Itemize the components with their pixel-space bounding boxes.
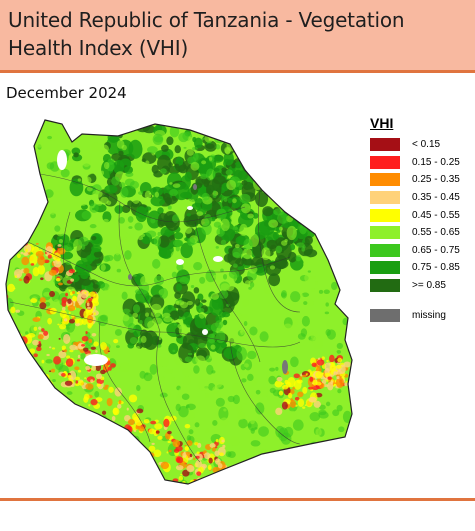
legend-swatch (370, 226, 400, 240)
legend-swatch (370, 261, 400, 275)
lake (202, 329, 208, 335)
legend-swatch (370, 243, 400, 257)
legend-swatch (370, 155, 400, 169)
legend-item: 0.45 - 0.55 (370, 206, 470, 224)
legend-swatch (370, 138, 400, 152)
legend-swatch (370, 173, 400, 187)
legend-swatch (370, 191, 400, 205)
vhi-legend: VHI < 0.15 0.15 - 0.25 0.25 - 0.35 0.35 - 0… (370, 115, 470, 324)
legend-swatch (370, 279, 400, 293)
legend-swatch (370, 208, 400, 222)
lake (84, 354, 108, 366)
legend-item: 0.25 - 0.35 (370, 171, 470, 189)
legend-item: 0.65 - 0.75 (370, 242, 470, 260)
legend-item: 0.35 - 0.45 (370, 189, 470, 207)
legend-label: 0.15 - 0.25 (412, 156, 460, 168)
legend-item: 0.15 - 0.25 (370, 154, 470, 172)
legend-label-missing: missing (412, 309, 446, 321)
legend-item: < 0.15 (370, 136, 470, 154)
missing-patch (128, 274, 132, 280)
legend-label: < 0.15 (412, 139, 441, 151)
lake (176, 259, 184, 265)
legend-gap (370, 294, 470, 306)
legend-label: 0.65 - 0.75 (412, 244, 460, 256)
vhi-map (0, 112, 475, 502)
legend-label: 0.25 - 0.35 (412, 174, 460, 186)
lake (57, 150, 67, 170)
legend-label: 0.55 - 0.65 (412, 227, 460, 239)
missing-data-patches (128, 184, 288, 374)
legend-title: VHI (370, 115, 394, 131)
missing-patch (193, 184, 197, 190)
legend-item-missing: missing (370, 306, 470, 324)
title-banner: United Republic of Tanzania - Vegetation… (0, 0, 475, 70)
region-boundaries (9, 173, 301, 463)
legend-label: >= 0.85 (412, 280, 446, 292)
water-bodies (57, 150, 223, 366)
missing-patch (282, 360, 288, 374)
legend-items: < 0.15 0.15 - 0.25 0.25 - 0.35 0.35 - 0.45 0… (370, 136, 470, 294)
footer-divider (0, 498, 475, 501)
lake (213, 256, 223, 262)
legend-swatch-missing (370, 308, 400, 322)
legend-item: 0.55 - 0.65 (370, 224, 470, 242)
map-title-line-2: Health Index (VHI) (8, 36, 189, 60)
map-title-line-1: United Republic of Tanzania - Vegetation (8, 8, 405, 32)
legend-label: 0.35 - 0.45 (412, 192, 460, 204)
legend-item: >= 0.85 (370, 277, 470, 295)
lake (187, 206, 193, 210)
date-label: December 2024 (6, 84, 127, 102)
legend-item: 0.75 - 0.85 (370, 259, 470, 277)
tanzania-vhi-map (5, 119, 353, 485)
header-divider (0, 70, 475, 73)
legend-label: 0.75 - 0.85 (412, 262, 460, 274)
legend-label: 0.45 - 0.55 (412, 209, 460, 221)
